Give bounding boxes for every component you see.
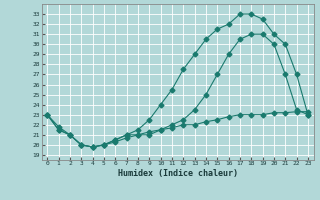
X-axis label: Humidex (Indice chaleur): Humidex (Indice chaleur) [118, 169, 237, 178]
